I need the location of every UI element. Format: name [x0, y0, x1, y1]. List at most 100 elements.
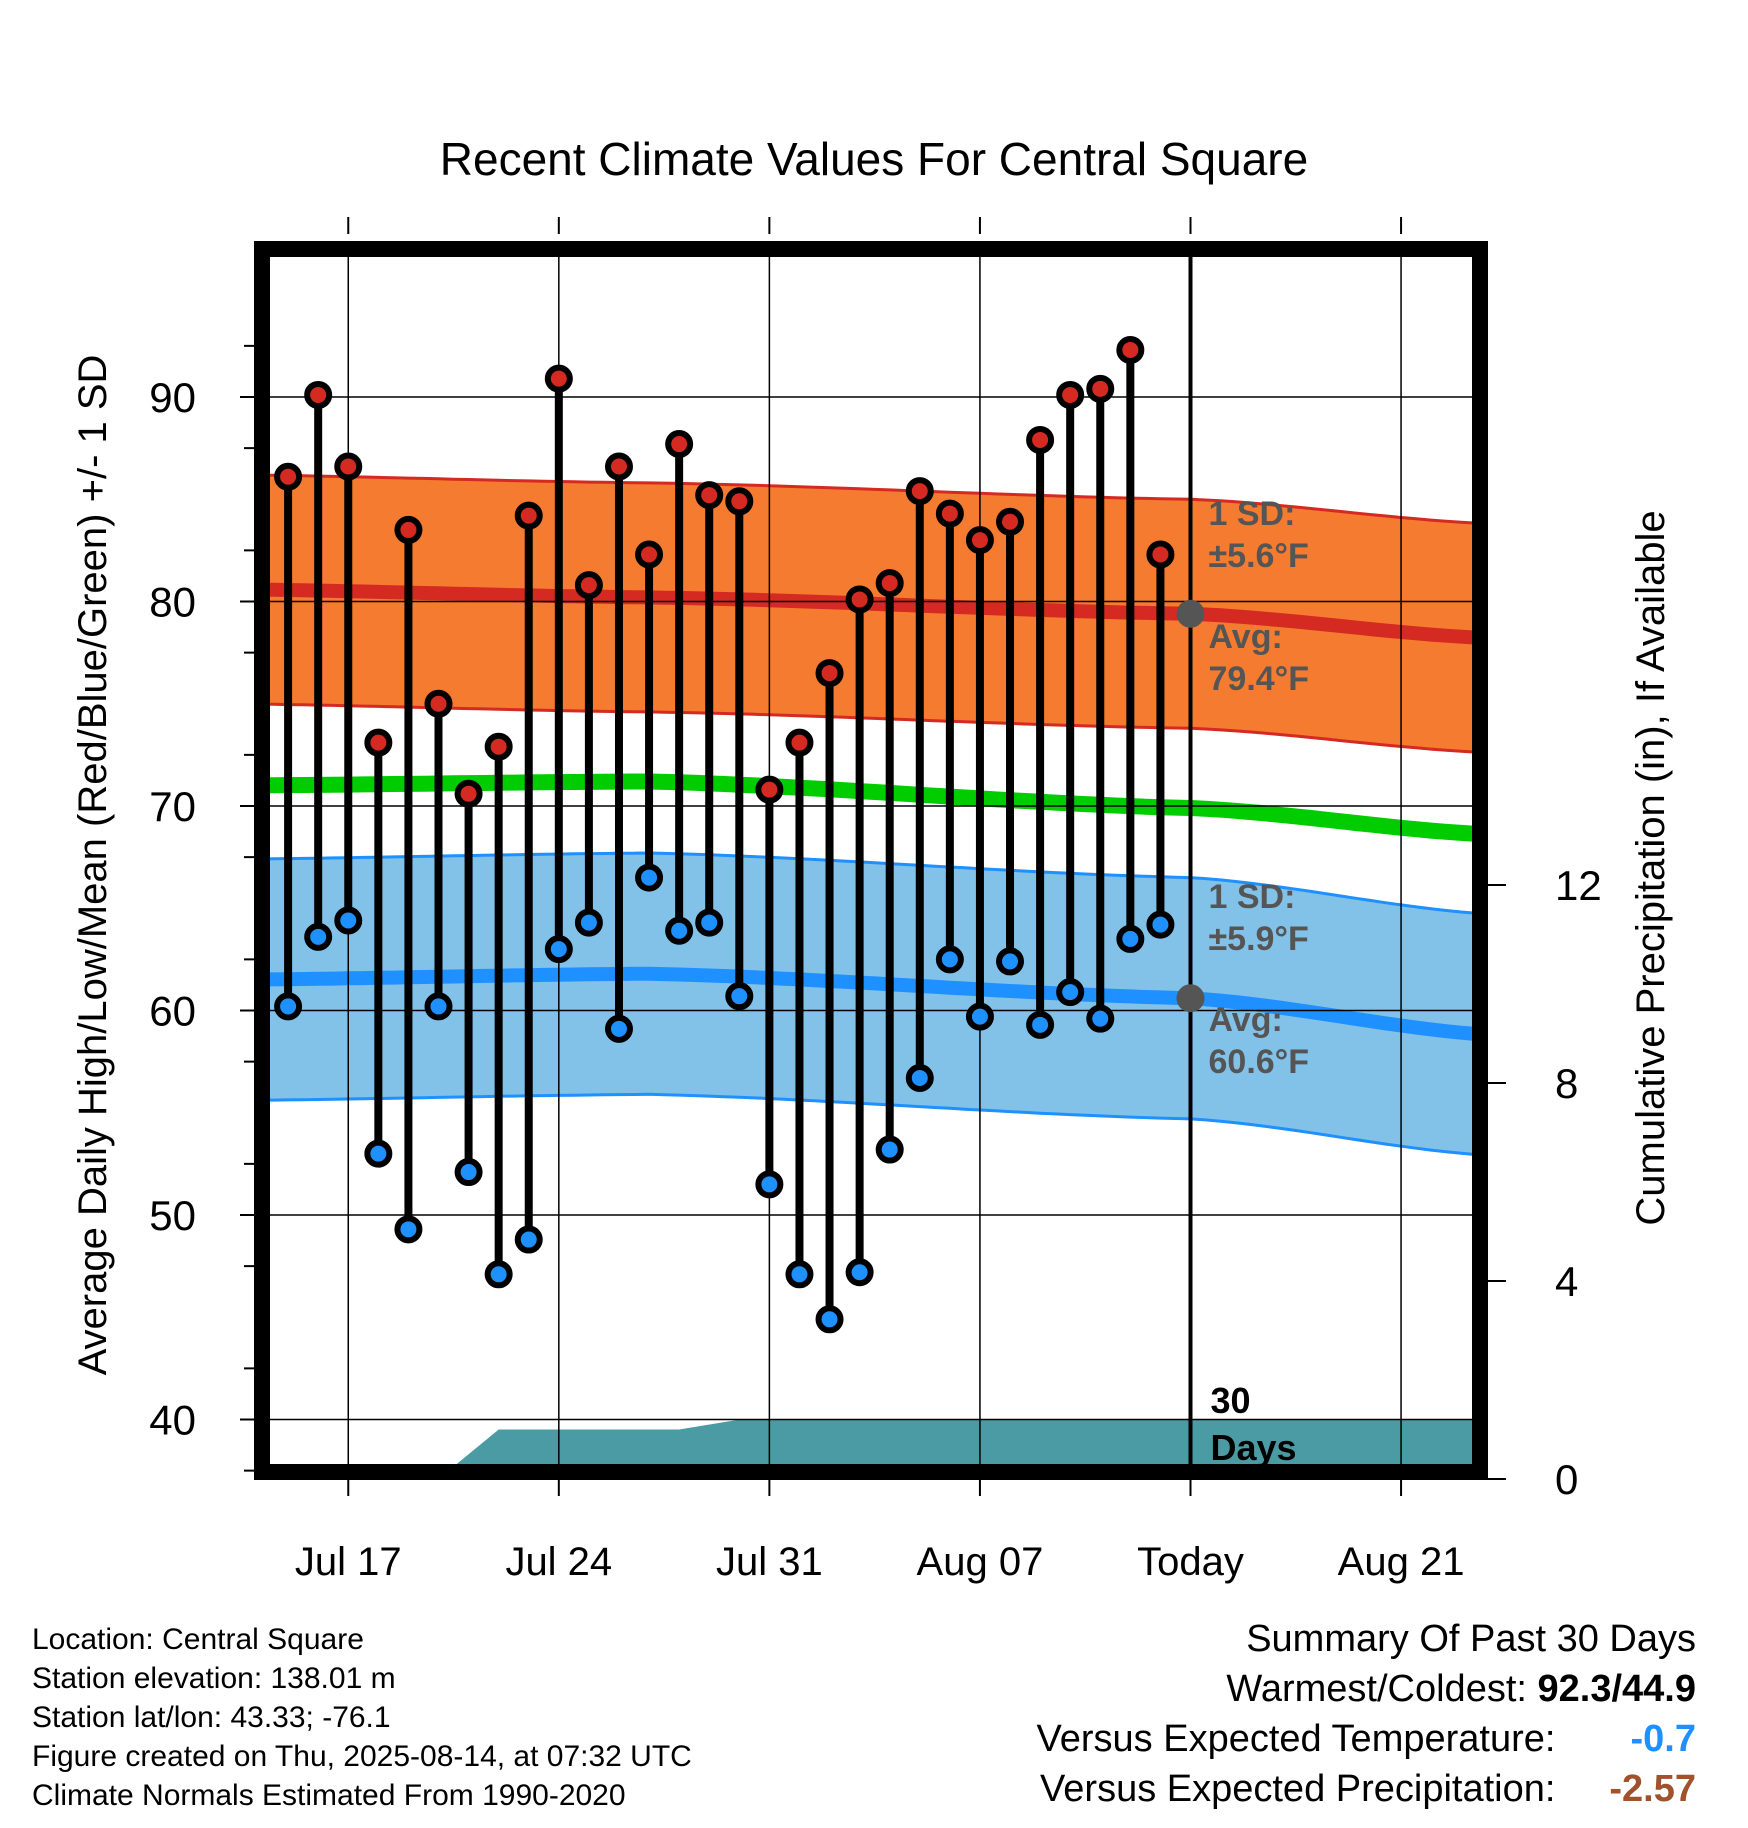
daily-high-point — [725, 487, 754, 516]
daily-high-point — [574, 571, 603, 600]
y2-tick-label: 4 — [1555, 1258, 1578, 1305]
daily-high-point — [845, 585, 874, 614]
warmest-label: Warmest/Coldest: — [1226, 1668, 1527, 1710]
y2-axis-title: Cumulative Precipitation (in), If Availa… — [1629, 510, 1673, 1225]
low-sd-band — [262, 853, 1480, 1155]
x-tick-label: Jul 17 — [295, 1540, 402, 1584]
x-tick-label: Jul 24 — [505, 1540, 612, 1584]
daily-high-point — [334, 452, 363, 481]
daily-low-point — [514, 1225, 543, 1254]
daily-high-point — [484, 732, 513, 761]
y-tick-label: 90 — [149, 374, 196, 421]
daily-high-point — [304, 380, 333, 409]
daily-high-point — [695, 481, 724, 510]
y2-tick-label: 12 — [1555, 862, 1602, 909]
y-axis-title: Average Daily High/Low/Mean (Red/Blue/Gr… — [71, 355, 115, 1376]
y2-tick-label: 0 — [1555, 1456, 1578, 1503]
daily-low-point — [424, 992, 453, 1021]
temp-value: -0.7 — [1630, 1718, 1696, 1760]
daily-low-point — [875, 1135, 904, 1164]
daily-low-point — [935, 945, 964, 974]
daily-low-point — [755, 1170, 784, 1199]
chart-title: Recent Climate Values For Central Square — [440, 133, 1308, 185]
x-tick-label: Aug 07 — [917, 1540, 1044, 1584]
daily-high-point — [815, 659, 844, 688]
daily-low-point — [1146, 910, 1175, 939]
warmest-value: 92.3/44.9 — [1537, 1668, 1696, 1710]
daily-low-point — [574, 908, 603, 937]
daily-high-point — [1116, 335, 1145, 364]
high-sd-label: 1 SD: — [1209, 495, 1296, 533]
daily-high-point — [996, 507, 1025, 536]
daily-high-point — [785, 728, 814, 757]
daily-low-point — [965, 1002, 994, 1031]
daily-high-point — [1146, 540, 1175, 569]
precip-area — [447, 1419, 1480, 1472]
summary-panel: Summary Of Past 30 Days Warmest/Coldest:… — [1037, 1614, 1696, 1814]
high-avg-value: 79.4°F — [1209, 660, 1310, 698]
daily-high-point — [544, 364, 573, 393]
daily-high-point — [514, 501, 543, 530]
low-sd-value: ±5.9°F — [1209, 920, 1309, 958]
today-high-avg-marker — [1176, 599, 1205, 628]
daily-low-point — [334, 906, 363, 935]
low-avg-value: 60.6°F — [1209, 1043, 1310, 1081]
daily-high-point — [364, 728, 393, 757]
elevation-text: Station elevation: 138.01 m — [32, 1662, 396, 1695]
y-tick-label: 80 — [149, 579, 196, 626]
daily-high-point — [755, 775, 784, 804]
daily-low-point — [845, 1258, 874, 1287]
daily-high-point — [635, 540, 664, 569]
temp-row: Versus Expected Temperature: -0.7 — [1037, 1714, 1696, 1764]
location-text: Location: Central Square — [32, 1623, 364, 1656]
plot-area: 1 SD: ±5.6°F Avg: 79.4°F 1 SD: ±5.9°F Avg: 60.6… — [262, 249, 1480, 1472]
daily-high-point — [424, 689, 453, 718]
daily-low-point — [785, 1260, 814, 1289]
daily-low-point — [454, 1158, 483, 1187]
y2-tick-label: 8 — [1555, 1060, 1578, 1107]
daily-low-point — [996, 947, 1025, 976]
daily-low-point — [905, 1063, 934, 1092]
y-tick-label: 40 — [149, 1397, 196, 1444]
daily-high-point — [935, 499, 964, 528]
daily-high-point — [1086, 374, 1115, 403]
x-tick-label: Aug 21 — [1338, 1540, 1465, 1584]
daily-high-point — [454, 779, 483, 808]
warmest-row: Warmest/Coldest: 92.3/44.9 — [1037, 1664, 1696, 1714]
daily-low-point — [394, 1215, 423, 1244]
daily-high-point — [1026, 425, 1055, 454]
daily-low-point — [665, 916, 694, 945]
low-sd-label: 1 SD: — [1209, 878, 1296, 916]
daily-low-point — [304, 922, 333, 951]
daily-high-point — [1056, 380, 1085, 409]
high-sd-value: ±5.6°F — [1209, 537, 1309, 575]
temp-label: Versus Expected Temperature: — [1036, 1718, 1556, 1760]
daily-low-point — [544, 935, 573, 964]
climate-chart: Recent Climate Values For Central Square… — [71, 133, 1673, 1584]
precip-row: Versus Expected Precipitation: -2.57 — [1037, 1764, 1696, 1814]
daily-high-point — [905, 477, 934, 506]
created-text: Figure created on Thu, 2025-08-14, at 07… — [32, 1740, 692, 1773]
low-avg-label: Avg: — [1209, 1001, 1283, 1039]
precip-value: -2.57 — [1609, 1768, 1696, 1810]
daily-low-point — [364, 1139, 393, 1168]
daily-high-point — [604, 452, 633, 481]
daily-high-point — [965, 526, 994, 555]
daily-low-point — [274, 992, 303, 1021]
daily-low-point — [695, 908, 724, 937]
daily-high-point — [665, 430, 694, 459]
daily-low-point — [1116, 924, 1145, 953]
summary-title: Summary Of Past 30 Days — [1246, 1618, 1696, 1660]
high-sd-band — [262, 475, 1480, 753]
daily-high-point — [875, 569, 904, 598]
station-info: Location: Central Square Station elevati… — [32, 1620, 692, 1815]
x-tick-label: Today — [1137, 1540, 1244, 1584]
daily-low-point — [725, 982, 754, 1011]
today-low-avg-marker — [1176, 984, 1205, 1013]
y-tick-label: 50 — [149, 1192, 196, 1239]
x-tick-label: Jul 31 — [716, 1540, 823, 1584]
daily-high-point — [394, 515, 423, 544]
daily-low-point — [1026, 1010, 1055, 1039]
normals-text: Climate Normals Estimated From 1990-2020 — [32, 1779, 626, 1812]
high-sd-upper-line — [262, 473, 1480, 525]
